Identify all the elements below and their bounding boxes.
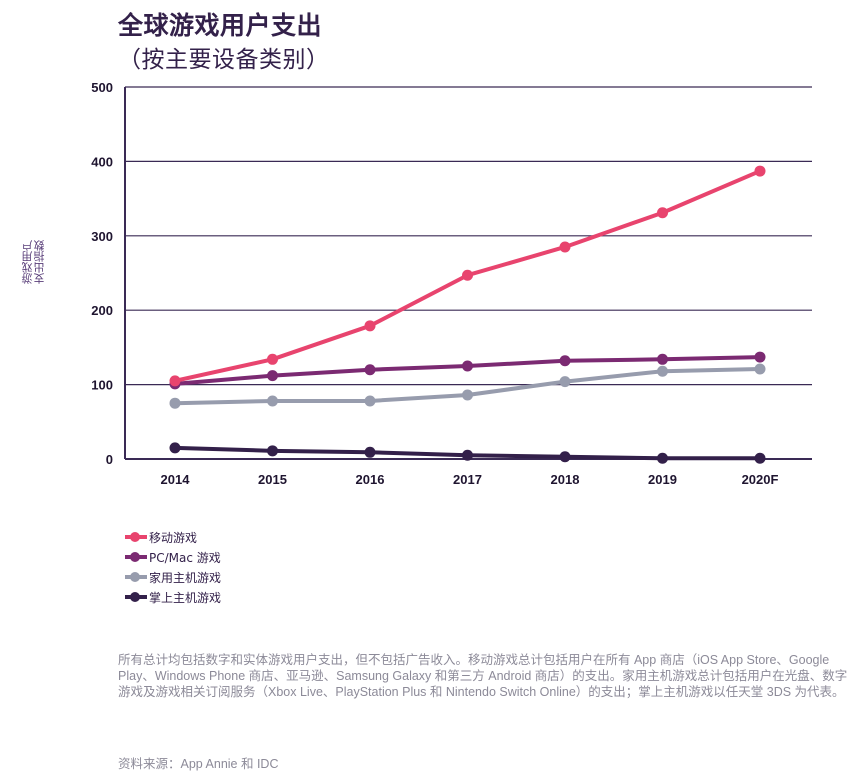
y-tick-label: 300 <box>91 229 113 244</box>
series-2 <box>169 363 766 409</box>
y-tick-label: 200 <box>91 303 113 318</box>
y-tick-label: 100 <box>91 378 113 393</box>
x-tick-labels: 2014 2015 2016 2017 2018 2019 2020F <box>161 472 779 487</box>
chart-title: 全球游戏用户支出 <box>118 11 323 40</box>
legend-item: 移动游戏 <box>125 527 221 547</box>
legend-swatch-icon <box>125 572 147 582</box>
data-point <box>754 363 766 375</box>
data-point <box>462 449 473 461</box>
data-point <box>267 370 278 382</box>
legend: 移动游戏 PC/Mac 游戏 家用主机游戏 掌上主机游戏 <box>125 527 221 607</box>
legend-item: 家用主机游戏 <box>125 567 221 587</box>
y-tick-label: 500 <box>91 80 113 95</box>
x-tick-label: 2020F <box>742 472 779 487</box>
footnote: 所有总计均包括数字和实体游戏用户支出，但不包括广告收入。移动游戏总计包括用户在所… <box>118 653 848 699</box>
legend-swatch-icon <box>125 552 147 562</box>
legend-item: PC/Mac 游戏 <box>125 547 221 567</box>
data-point <box>364 320 376 332</box>
x-tick-label: 2017 <box>453 472 482 487</box>
data-point <box>364 364 376 376</box>
series-1 <box>169 351 766 390</box>
source-note: 资料来源：App Annie 和 IDC <box>118 757 279 771</box>
legend-item: 掌上主机游戏 <box>125 587 221 607</box>
legend-label: PC/Mac 游戏 <box>149 550 221 565</box>
legend-label: 家用主机游戏 <box>149 570 222 585</box>
data-point <box>267 353 278 365</box>
y-tick-label: 0 <box>106 452 113 467</box>
data-point <box>559 355 571 367</box>
data-point <box>169 375 181 387</box>
legend-swatch-icon <box>125 532 147 542</box>
data-point <box>657 452 668 464</box>
x-tick-label: 2015 <box>258 472 287 487</box>
data-point <box>169 397 181 409</box>
data-point <box>657 207 668 219</box>
data-point <box>462 389 473 401</box>
data-point <box>559 451 571 463</box>
y-tick-labels: 0 100 200 300 400 500 <box>91 80 113 467</box>
data-point <box>267 395 278 407</box>
data-point <box>267 445 278 457</box>
data-point <box>169 442 181 454</box>
data-point <box>754 351 766 363</box>
y-tick-label: 400 <box>91 154 113 169</box>
series-0 <box>169 165 766 387</box>
x-tick-label: 2019 <box>648 472 677 487</box>
legend-label: 掌上主机游戏 <box>149 590 222 605</box>
data-point <box>364 395 376 407</box>
data-point <box>559 241 571 253</box>
data-point <box>657 365 668 377</box>
x-tick-label: 2016 <box>356 472 385 487</box>
series-lines <box>169 165 766 464</box>
legend-swatch-icon <box>125 592 147 602</box>
data-point <box>559 376 571 388</box>
series-3 <box>169 442 766 464</box>
data-point <box>462 360 473 372</box>
data-point <box>754 452 766 464</box>
data-point <box>462 269 473 281</box>
data-point <box>364 446 376 458</box>
data-point <box>754 165 766 177</box>
chart-subtitle: （按主要设备类别） <box>118 47 330 73</box>
x-tick-label: 2014 <box>161 472 191 487</box>
x-tick-label: 2018 <box>551 472 580 487</box>
data-point <box>657 353 668 365</box>
legend-label: 移动游戏 <box>149 530 198 545</box>
